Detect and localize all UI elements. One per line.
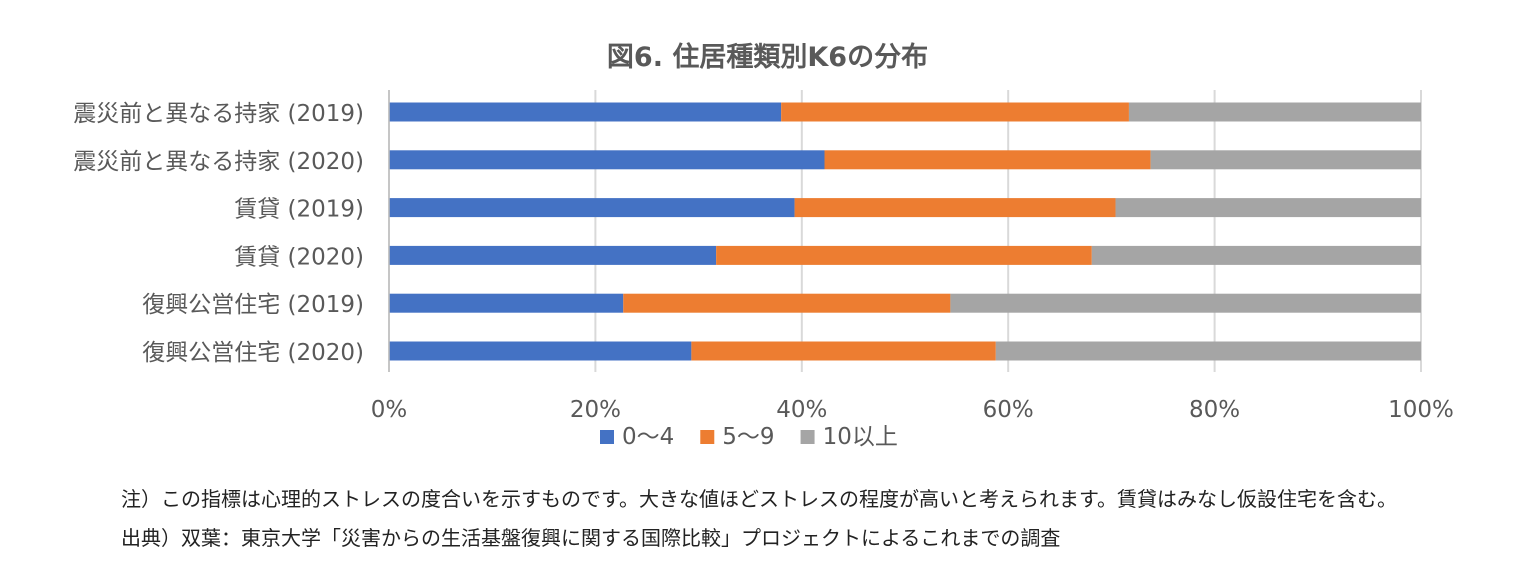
source-text: 出典）双葉：東京大学「災害からの生活基盤復興に関する国際比較」プロジェクトによる… <box>121 526 1061 550</box>
legend-swatch <box>800 430 815 444</box>
x-tick-label: 0% <box>371 397 408 423</box>
category-label: 震災前と異なる持家 (2020) <box>73 149 364 175</box>
bar-segment <box>824 150 1151 170</box>
bar-segment <box>691 341 996 361</box>
legend-label: 10以上 <box>823 424 898 450</box>
stacked-bar-chart: 震災前と異なる持家 (2019) 震災前と異なる持家 (2020) 賃貸 (2019… <box>73 90 1454 450</box>
x-tick-label: 80% <box>1189 397 1240 423</box>
bar-segment <box>716 245 1092 265</box>
chart-notes: 注）この指標は心理的ストレスの度合いを示すものです。大きな値ほどストレスの程度が… <box>121 480 1397 558</box>
category-label: 賃貸 (2019) <box>234 197 364 223</box>
bar-segment <box>389 150 825 170</box>
note-text: 注）この指標は心理的ストレスの度合いを示すものです。大きな値ほどストレスの程度が… <box>121 487 1397 511</box>
bar-segment <box>995 341 1421 361</box>
bar-segment <box>389 198 795 218</box>
bar-segment <box>389 102 782 122</box>
category-label: 賃貸 (2020) <box>234 244 364 270</box>
x-tick-label: 60% <box>983 397 1034 423</box>
x-tick-label: 40% <box>776 397 827 423</box>
bar-segment <box>950 293 1421 313</box>
legend-label: 0～4 <box>622 424 674 450</box>
legend-swatch <box>700 430 715 444</box>
bar-segment <box>623 293 951 313</box>
category-label: 復興公営住宅 (2019) <box>142 292 364 318</box>
x-tick-label: 20% <box>570 397 621 423</box>
x-tick-label: 100% <box>1388 397 1454 423</box>
legend-label: 5～9 <box>722 424 774 450</box>
bar-segment <box>389 245 717 265</box>
legend-swatch <box>600 430 614 444</box>
bar-segment <box>1115 198 1421 218</box>
bar-segment <box>1150 150 1421 170</box>
bar-segment <box>1128 102 1421 122</box>
chart-title: 図6. 住居種類別K6の分布 <box>606 42 929 73</box>
bar-segment <box>781 102 1129 122</box>
category-label: 震災前と異なる持家 (2019) <box>73 101 364 127</box>
bar-segment <box>389 293 624 313</box>
bar-segment <box>794 198 1116 218</box>
category-label: 復興公営住宅 (2020) <box>142 340 364 366</box>
bar-segment <box>1091 245 1421 265</box>
bar-segment <box>389 341 692 361</box>
